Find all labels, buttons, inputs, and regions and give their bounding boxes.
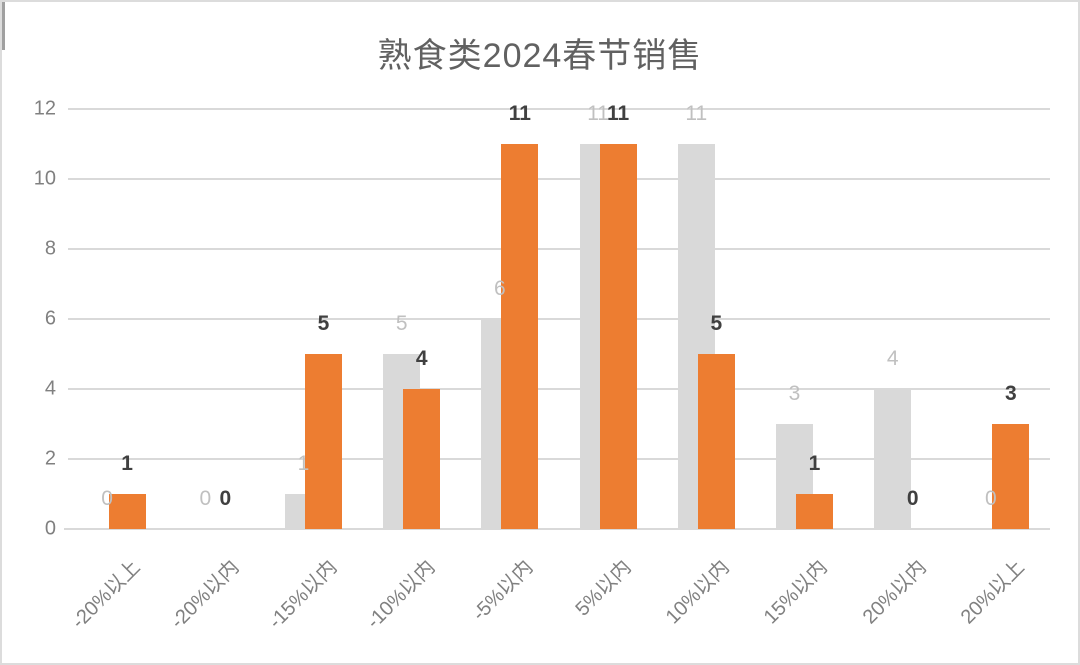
- y-axis-tick-label: 8: [44, 237, 56, 260]
- bar-label-orange: 0: [906, 487, 919, 510]
- x-axis-category-label: 20%以内: [858, 556, 931, 629]
- bar-label-gray: 11: [587, 102, 609, 125]
- y-axis-tick-label: 6: [44, 307, 56, 330]
- bar-label-gray: 11: [685, 102, 708, 125]
- bar-orange: [599, 144, 637, 529]
- x-axis-category-label: -5%以内: [468, 556, 538, 626]
- bar-label-orange: 1: [121, 452, 133, 475]
- bar-label-orange: 5: [710, 312, 723, 335]
- x-axis-category-label: -15%以内: [264, 556, 342, 634]
- bar-gray: [874, 389, 912, 529]
- y-axis-tick-label: 0: [44, 517, 56, 540]
- bar-orange: [697, 354, 735, 529]
- bar-label-gray: 0: [985, 487, 997, 510]
- bar-label-orange: 5: [317, 312, 330, 335]
- chart-title: 熟食类2024春节销售: [377, 37, 703, 75]
- x-axis-line: [64, 528, 1050, 530]
- bar-orange: [796, 494, 833, 529]
- x-axis-category-label: 5%以内: [571, 556, 636, 621]
- x-axis-category-label: 10%以内: [661, 556, 735, 629]
- bar-orange: [108, 494, 146, 529]
- x-axis-category-label: -20%以内: [166, 556, 244, 634]
- y-axis-tick-label: 12: [33, 97, 56, 120]
- gridline: [68, 178, 1050, 180]
- gridline: [68, 388, 1050, 390]
- bar-label-gray: 0: [199, 487, 212, 510]
- bar-label-orange: 3: [1005, 382, 1017, 405]
- bar-label-orange: 0: [219, 487, 232, 510]
- gridline: [68, 108, 1050, 110]
- y-axis-tick-label: 2: [44, 447, 56, 470]
- bar-label-gray: 3: [788, 382, 801, 405]
- y-axis-tick-label: 4: [44, 377, 56, 400]
- left-edge-accent: [2, 2, 5, 50]
- bar-label-gray: 5: [395, 312, 408, 335]
- bar-label-orange: 1: [808, 452, 821, 475]
- gridline: [68, 248, 1050, 250]
- bar-label-orange: 11: [508, 102, 531, 125]
- bar-orange: [992, 424, 1030, 529]
- bar-label-gray: 0: [101, 487, 113, 510]
- x-axis-category-label: 15%以内: [760, 556, 833, 629]
- x-axis-category-label: -20%以上: [68, 556, 145, 634]
- bar-label-gray: 1: [297, 452, 310, 475]
- x-axis-category-label: 20%以上: [956, 556, 1029, 629]
- bar-label-orange: 11: [606, 102, 630, 125]
- bar-orange: [501, 144, 539, 529]
- x-axis-category-label: -10%以内: [362, 556, 440, 634]
- bar-orange: [305, 354, 342, 529]
- bar-label-gray: 6: [494, 277, 506, 300]
- y-axis-tick-label: 10: [33, 167, 56, 190]
- gridline: [68, 458, 1050, 460]
- bar-label-orange: 4: [415, 347, 428, 370]
- gridline: [68, 318, 1050, 320]
- bar-orange: [403, 389, 441, 529]
- bar-label-gray: 4: [886, 347, 899, 370]
